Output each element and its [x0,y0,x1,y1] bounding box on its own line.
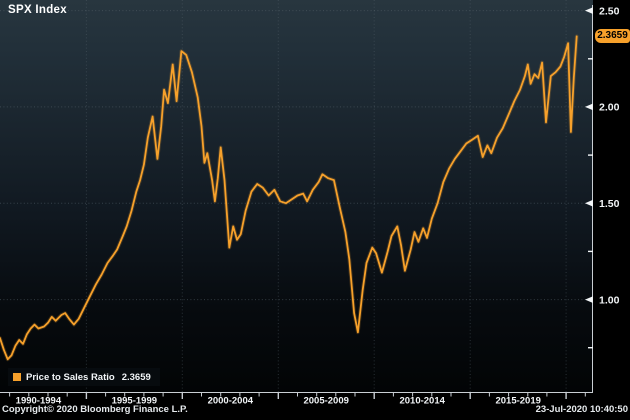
y-tick-label: 1.00 [599,294,620,306]
y-tick-label: 1.50 [599,198,620,210]
legend-value: 2.3659 [121,371,151,383]
y-major-tick [585,296,593,303]
timestamp-text: 23-Jul-2020 10:40:50 [535,404,628,415]
y-tick-label: 2.00 [599,102,620,114]
y-major-tick [585,103,593,111]
security-title: SPX Index [8,4,67,16]
x-axis-section-label: 2010-2014 [399,396,445,407]
copyright-text: Copyright© 2020 Bloomberg Finance L.P. [2,404,188,415]
series-line [0,35,578,361]
legend-swatch-icon [13,373,21,381]
x-axis-section-label: 2005-2009 [303,396,348,407]
y-tick-label: 2.50 [599,5,620,17]
last-price-tag: 2.3659 [595,29,630,43]
y-major-tick [585,199,593,207]
x-axis-section-label: 1990-1994 [16,396,62,407]
footer-bar: Copyright© 2020 Bloomberg Finance L.P. 2… [0,404,630,415]
y-major-tick [585,7,593,14]
x-axis-section-label: 1995-1999 [112,396,157,407]
x-axis-section-label: 2000-2004 [208,396,254,407]
legend-label: Price to Sales Ratio [26,371,115,383]
x-axis-section-label: 2015-2019 [495,396,540,407]
legend[interactable]: Price to Sales Ratio 2.3659 [8,368,160,386]
